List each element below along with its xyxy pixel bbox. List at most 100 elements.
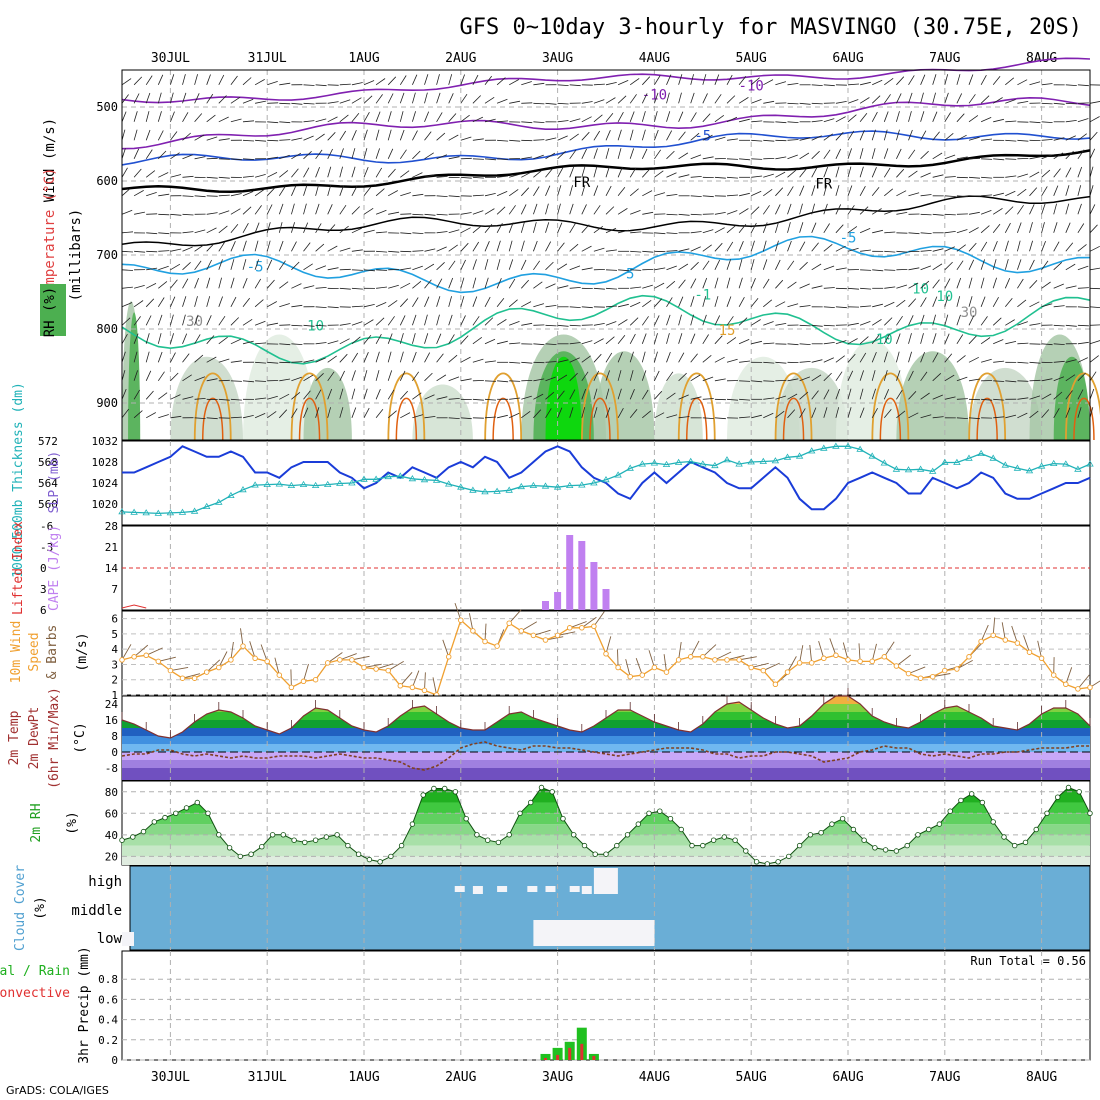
- wind-barb: [484, 96, 495, 104]
- wind-barb: [908, 370, 914, 381]
- wind-barb: [133, 351, 138, 363]
- wind-barb: [339, 287, 351, 290]
- wind-barb: [363, 129, 368, 141]
- wind-barb: [496, 278, 502, 289]
- wind-barb: [363, 148, 368, 159]
- wind-barb: [920, 265, 932, 271]
- wind-barb: [605, 206, 615, 215]
- wind-barb: [1065, 242, 1074, 252]
- wind-barb: [303, 151, 312, 160]
- wind-barb: [690, 278, 697, 289]
- rh-marker: [829, 821, 835, 827]
- wind-barb: [605, 249, 617, 252]
- wind-barb: [847, 226, 858, 234]
- rh-marker: [743, 848, 749, 854]
- wind-barb: [133, 316, 141, 326]
- date-label-bottom: 6AUG: [832, 1070, 863, 1085]
- date-label-bottom: 30JUL: [151, 1070, 190, 1085]
- wind-barb: [847, 185, 853, 196]
- wind-barb: [847, 407, 852, 418]
- wind-barb: [315, 166, 320, 178]
- wind-barb: [666, 111, 671, 122]
- wind-barb: [944, 195, 956, 197]
- cloud-label-2: (%): [33, 896, 48, 919]
- wind10m-barb: [763, 662, 780, 671]
- wind-barb: [751, 139, 763, 142]
- temp-label-3: (6hr Min/Max): [47, 687, 62, 789]
- date-label-top: 1AUG: [348, 51, 379, 66]
- wind-barb: [738, 208, 749, 215]
- wind-barb: [1089, 306, 1100, 309]
- wind-barb: [920, 392, 930, 400]
- wind-barb: [448, 398, 460, 400]
- cape-label: CAPE (J/kg): [47, 525, 62, 611]
- slp-line: [122, 445, 1091, 511]
- rh-marker: [1033, 826, 1039, 833]
- wind-barb: [1053, 324, 1065, 327]
- wind-barb: [460, 242, 469, 252]
- wind10m-barb: [521, 621, 538, 632]
- wind-barb: [569, 357, 580, 363]
- wind-barb: [291, 361, 303, 363]
- wind-barb: [1065, 222, 1071, 233]
- wind10m-speed-marker: [712, 657, 718, 663]
- wind-barb: [690, 112, 697, 123]
- wind-barb: [726, 176, 739, 179]
- wind-barb: [908, 75, 915, 86]
- wind-barb: [605, 82, 617, 86]
- thickness-marker: [505, 486, 513, 493]
- wind-barb: [618, 229, 629, 234]
- wind-barb: [400, 282, 411, 289]
- wind-barb: [412, 213, 424, 216]
- thickness-marker: [844, 442, 852, 449]
- wind-barb: [436, 213, 448, 216]
- rh-marker: [194, 799, 200, 806]
- wind-barb: [157, 74, 164, 85]
- wind-barb: [327, 388, 333, 400]
- wind-barb: [133, 389, 141, 400]
- wind-barb: [763, 79, 774, 86]
- wind-barb: [206, 296, 211, 307]
- wind-barb: [1065, 390, 1073, 400]
- wind-barb: [545, 376, 556, 382]
- wind-barb: [847, 338, 858, 345]
- wind-barb: [666, 194, 678, 197]
- wind-barb: [726, 277, 731, 289]
- wind-barb: [315, 373, 324, 382]
- wind-barb: [399, 333, 404, 344]
- wind-barb: [1005, 380, 1017, 383]
- rh-shade-area: [969, 367, 1042, 440]
- wind-barb: [980, 316, 988, 326]
- wind-barb: [1077, 223, 1085, 234]
- wind-barb: [1005, 77, 1015, 86]
- rh-label-1: 2m RH: [29, 803, 44, 842]
- cloud-high-block: [545, 886, 556, 892]
- rh-marker: [302, 839, 308, 846]
- wind-barb: [750, 278, 756, 289]
- wind-barb: [1065, 407, 1071, 418]
- wind10m-speed-marker: [312, 676, 319, 683]
- wind10m-speed-marker: [324, 660, 331, 666]
- wind10m-barb: [809, 644, 813, 663]
- isotherm-20-loop: [782, 397, 805, 441]
- wind-barb: [714, 335, 723, 345]
- wind-barb: [896, 351, 900, 363]
- wind-barb: [327, 132, 336, 141]
- wind-barb: [520, 204, 527, 215]
- wind-barb: [1041, 121, 1053, 123]
- wind-barb: [992, 317, 1002, 326]
- wind-barb: [726, 116, 738, 123]
- page-title: GFS 0~10day 3-hourly for MASVINGO (30.75…: [459, 15, 1082, 40]
- contour-label: -5: [694, 128, 711, 144]
- wind-barb: [182, 213, 194, 216]
- wind-barb: [690, 246, 701, 252]
- precip-convective-bar: [580, 1043, 584, 1060]
- wind-barb: [497, 139, 509, 142]
- wind-barb: [206, 417, 218, 420]
- wind-barb: [690, 353, 698, 363]
- wind-barb: [714, 94, 722, 104]
- wind-barb: [291, 137, 303, 141]
- wind-barb: [279, 409, 288, 419]
- wind-barb: [799, 391, 809, 400]
- wind-barb: [920, 232, 932, 234]
